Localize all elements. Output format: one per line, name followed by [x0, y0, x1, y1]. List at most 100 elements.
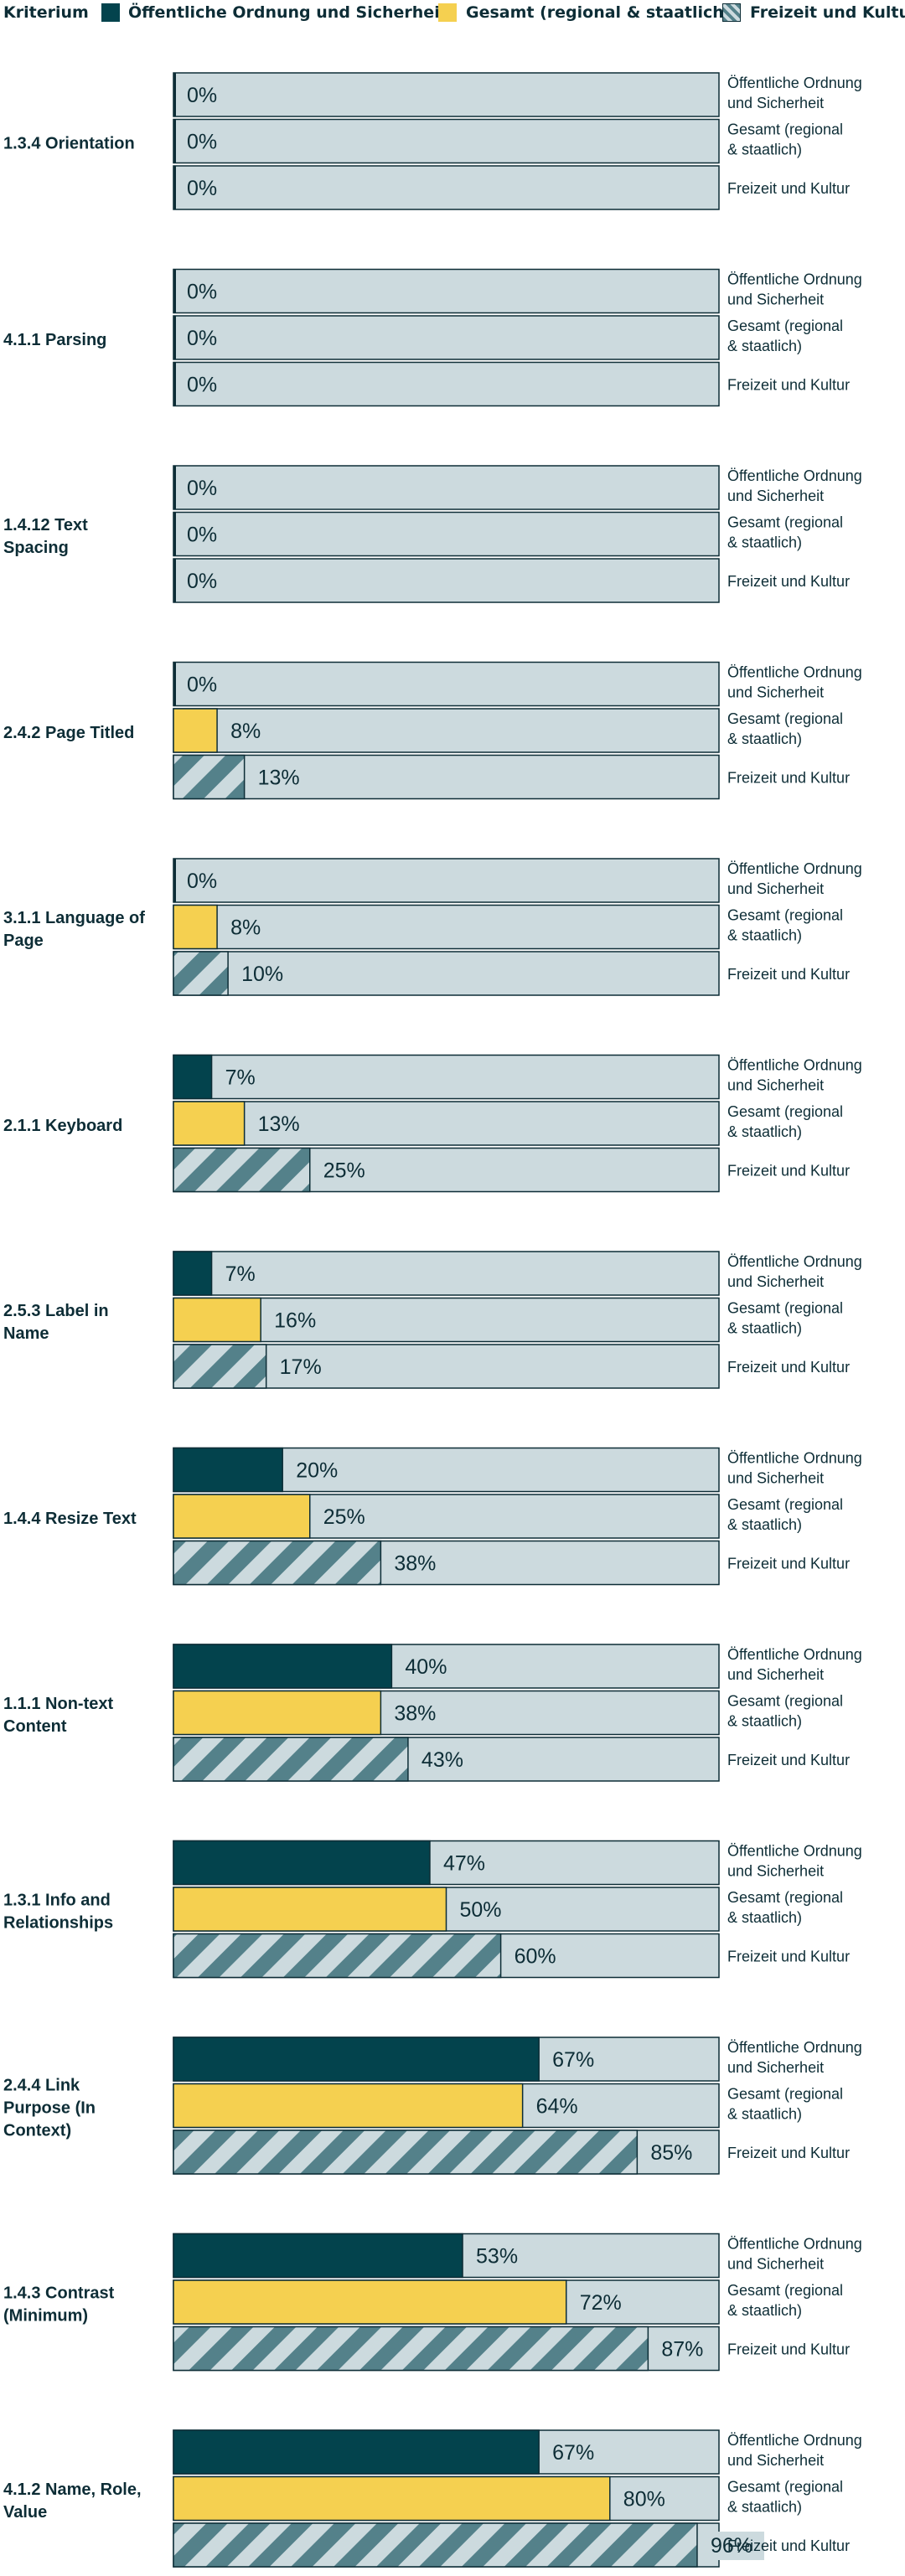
- series-row-label-line: & staatlich): [727, 730, 802, 747]
- series-row-label-line: Gesamt (regional: [727, 907, 843, 924]
- series-row-label-line: Öffentliche Ordnung: [727, 75, 862, 91]
- series-row-label: Gesamt (regional & staatlich): [727, 1103, 843, 1140]
- series-row-label: Gesamt (regional & staatlich): [727, 1693, 843, 1730]
- category-label-line: 4.1.2 Name, Role,: [3, 2480, 142, 2499]
- data-label: 0%: [187, 131, 217, 154]
- data-label: 0%: [187, 281, 217, 304]
- bar-gesamt: [173, 2279, 567, 2325]
- legend-label-gesamt: Gesamt (regional & staatlich): [466, 3, 732, 22]
- legend-swatch-freizeit: [722, 3, 741, 22]
- series-row-label-line: Freizeit und Kultur: [727, 2145, 850, 2161]
- bar-group-1-3-1-info-and-relationships: 1.3.1 Info and Relationships 47% Öffentlich…: [3, 1840, 862, 1979]
- bar-group-4-1-2-name-role-value: 4.1.2 Name, Role, Value 67% Öffentliche Ord…: [3, 2429, 862, 2568]
- series-row-label-line: Gesamt (regional: [727, 710, 843, 727]
- series-row-label-line: Freizeit und Kultur: [727, 377, 850, 394]
- bar-track: [173, 904, 720, 950]
- series-row-label-line: und Sicherheit: [727, 1666, 824, 1683]
- data-label: 0%: [187, 177, 217, 200]
- series-row-label-line: & staatlich): [727, 1909, 802, 1926]
- bar-track: [173, 268, 720, 314]
- bar-freizeit: [173, 1933, 502, 1979]
- series-row-label: Öffentliche Ordnung und Sicherheit: [727, 2432, 862, 2469]
- category-label-line: Value: [3, 2503, 47, 2522]
- series-row-label-line: und Sicherheit: [727, 880, 824, 897]
- series-row-label-line: und Sicherheit: [727, 2059, 824, 2076]
- bar-freizeit: [173, 2522, 698, 2568]
- data-label: 67%: [552, 2048, 594, 2072]
- bar-oeffentliche-ordnung: [173, 1644, 393, 1689]
- bar-gesamt: [173, 1494, 311, 1539]
- series-row-label-line: Gesamt (regional: [727, 2086, 843, 2103]
- category-label-line: Spacing: [3, 539, 69, 557]
- category-label-line: 1.4.12 Text: [3, 516, 88, 534]
- series-row-label-line: Freizeit und Kultur: [727, 1359, 850, 1376]
- series-row-label-line: Freizeit und Kultur: [727, 2537, 850, 2554]
- series-row-label-line: & staatlich): [727, 2499, 802, 2516]
- legend-swatch-oeffentliche-ordnung: [101, 3, 120, 22]
- data-label: 38%: [394, 1702, 436, 1726]
- category-label-line: Page: [3, 932, 44, 950]
- category-label: 1.3.4 Orientation: [3, 134, 135, 152]
- bar-oeffentliche-ordnung: [173, 2233, 463, 2279]
- series-row-label: Öffentliche Ordnung und Sicherheit: [727, 860, 862, 897]
- series-row-label: Gesamt (regional & staatlich): [727, 514, 843, 551]
- bar-gesamt: [173, 1690, 382, 1736]
- series-row-label: Freizeit und Kultur: [727, 1949, 850, 1965]
- data-label: 8%: [230, 720, 261, 743]
- series-row-label: Gesamt (regional & staatlich): [727, 1496, 843, 1533]
- category-label-line: 4.1.1 Parsing: [3, 331, 106, 349]
- bar-oeffentliche-ordnung: [173, 1447, 283, 1493]
- series-row-label-line: Öffentliche Ordnung: [727, 1646, 862, 1663]
- series-row-label: Öffentliche Ordnung und Sicherheit: [727, 2236, 862, 2273]
- series-row-label-line: & staatlich): [727, 2302, 802, 2319]
- bar-oeffentliche-ordnung: [173, 2037, 540, 2082]
- bar-freizeit: [173, 2129, 639, 2175]
- bar-gesamt: [173, 1297, 261, 1343]
- data-label: 13%: [258, 1112, 300, 1136]
- bar-freizeit: [173, 2326, 649, 2372]
- series-row-label-line: Gesamt (regional: [727, 1889, 843, 1906]
- series-row-label: Gesamt (regional & staatlich): [727, 710, 843, 747]
- series-row-label: Freizeit und Kultur: [727, 770, 850, 787]
- bar-track: [173, 165, 720, 210]
- series-row-label-line: Öffentliche Ordnung: [727, 2039, 862, 2056]
- bar-track: [173, 1054, 720, 1100]
- legend: Kriterium Öffentliche Ordnung und Sicher…: [0, 0, 905, 28]
- bar-group-1-4-3-contrast-minimum: 1.4.3 Contrast (Minimum) 53% Öffentliche Or…: [3, 2233, 862, 2372]
- data-label: 20%: [296, 1459, 338, 1483]
- category-label-line: 1.4.3 Contrast: [3, 2284, 115, 2302]
- series-row-label-line: Gesamt (regional: [727, 1496, 843, 1513]
- data-label: 87%: [661, 2338, 703, 2362]
- bar-track: [173, 315, 720, 360]
- category-label-line: 1.1.1 Non-text: [3, 1695, 113, 1713]
- bar-track: [173, 465, 720, 510]
- bar-gesamt: [173, 1101, 246, 1146]
- series-row-label-line: & staatlich): [727, 927, 802, 944]
- bar-gesamt: [173, 1887, 447, 1932]
- category-label: 2.1.1 Keyboard: [3, 1117, 122, 1135]
- bar-track: [173, 1297, 720, 1343]
- category-label: 2.4.2 Page Titled: [3, 724, 134, 742]
- data-label: 10%: [241, 963, 283, 986]
- series-row-label-line: und Sicherheit: [727, 1863, 824, 1880]
- data-label: 7%: [225, 1262, 256, 1286]
- category-label-line: Purpose (In: [3, 2098, 96, 2117]
- data-label: 0%: [187, 524, 217, 547]
- series-row-label: Öffentliche Ordnung und Sicherheit: [727, 1253, 862, 1290]
- series-row-label-line: Gesamt (regional: [727, 2282, 843, 2299]
- category-label: 2.4.4 Link Purpose (In Context): [3, 2076, 96, 2140]
- data-label-bg: [705, 2532, 764, 2560]
- series-row-label-line: und Sicherheit: [727, 2452, 824, 2469]
- series-row-label-line: & staatlich): [727, 2106, 802, 2123]
- bar-group-2-4-2-page-titled: 2.4.2 Page Titled 0% Öffentliche Ordnung un…: [3, 661, 862, 800]
- series-row-label-line: Öffentliche Ordnung: [727, 1253, 862, 1270]
- bar-group-1-4-12-text-spacing: 1.4.12 Text Spacing 0% Öffentliche Ordnung u…: [3, 465, 862, 603]
- series-row-label: Freizeit und Kultur: [727, 180, 850, 197]
- category-label-line: 2.1.1 Keyboard: [3, 1117, 122, 1135]
- series-row-label: Freizeit und Kultur: [727, 377, 850, 394]
- series-row-label-line: Öffentliche Ordnung: [727, 860, 862, 877]
- series-row-label-line: Öffentliche Ordnung: [727, 1450, 862, 1467]
- data-label: 25%: [323, 1505, 365, 1529]
- data-label: 7%: [225, 1066, 256, 1090]
